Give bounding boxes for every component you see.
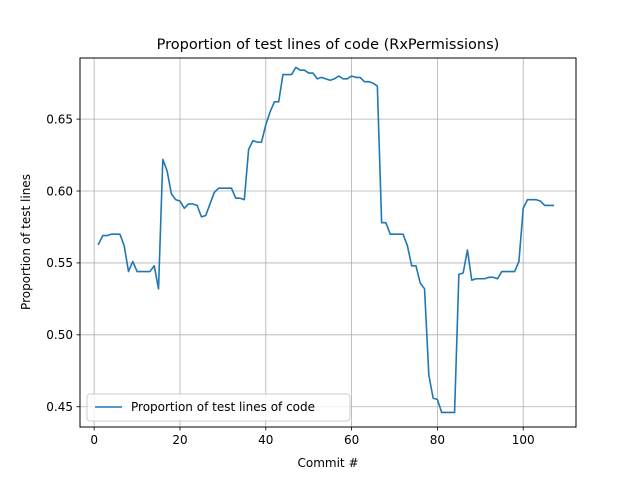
grid-lines (80, 58, 576, 427)
y-tick-label: 0.50 (46, 328, 73, 342)
y-tick-label: 0.45 (46, 400, 73, 414)
plot-area: 0 20 40 60 80 100 0.45 0.50 0.55 0.60 0.65 (46, 57, 577, 447)
chart-title: Proportion of test lines of code (RxPerm… (157, 37, 500, 53)
series-layer (97, 66, 555, 414)
y-tick-label: 0.60 (46, 184, 73, 198)
x-tick-label: 80 (430, 433, 445, 447)
x-axis-title: Commit # (297, 456, 358, 470)
x-tick-label: 100 (512, 433, 535, 447)
y-axis-title: Proportion of test lines (19, 174, 33, 310)
series-line (97, 66, 555, 414)
y-tick-label: 0.55 (46, 256, 73, 270)
x-axis-ticks: 0 20 40 60 80 100 (90, 427, 535, 447)
legend-label: Proportion of test lines of code (131, 400, 315, 414)
legend: Proportion of test lines of code (86, 393, 351, 422)
y-axis-ticks: 0.45 0.50 0.55 0.60 0.65 (46, 112, 80, 414)
x-tick-label: 20 (172, 433, 187, 447)
x-tick-label: 60 (344, 433, 359, 447)
legend-box (86, 393, 351, 422)
x-tick-label: 40 (258, 433, 273, 447)
plot-frame (79, 57, 577, 428)
x-tick-label: 0 (90, 433, 98, 447)
y-tick-label: 0.65 (46, 112, 73, 126)
